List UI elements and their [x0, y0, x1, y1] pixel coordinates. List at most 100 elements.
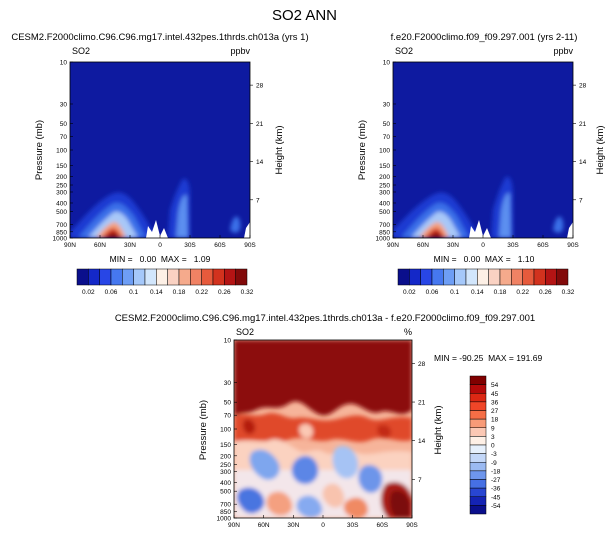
panel-right-colorbar-swatch	[533, 268, 546, 286]
panel-left-xtick-label: 60N	[94, 242, 106, 249]
panel-diff-ytick-label: 700	[220, 502, 231, 509]
panel-diff-xtick-label: 30S	[347, 522, 359, 529]
panel-left-ytick-label: 150	[56, 163, 67, 170]
panel-left-colorbar-swatch	[212, 268, 225, 286]
panel-right-colorbar	[397, 268, 569, 286]
panel-diff-stats: MIN = -90.25 MAX = 191.69	[434, 353, 542, 363]
panel-right-xtick-label: 30S	[507, 242, 519, 249]
panel-diff-colorbar-swatch	[469, 401, 487, 411]
panel-diff-colorbar-label: 3	[491, 434, 495, 441]
panel-diff-ytick-label: 300	[220, 469, 231, 476]
panel-right-xtick-label: 90N	[387, 242, 399, 249]
panel-right-xtick-label: 60N	[417, 242, 429, 249]
panel-diff-ytick-label: 100	[220, 427, 231, 434]
panel-right-colorbar-swatch	[443, 268, 455, 286]
panel-left-colorbar-swatch	[133, 268, 146, 286]
panel-right-title: f.e20.F2000climo.f09_f09.297.001 (yrs 2-…	[391, 32, 578, 43]
panel-right-ytick-label: 50	[383, 121, 391, 128]
panel-diff-xtick-label: 90S	[406, 522, 418, 529]
panel-right-xtick-label: 30N	[447, 242, 459, 249]
panel-right-colorbar-swatch	[556, 268, 569, 286]
panel-diff-colorbar-label: 9	[491, 425, 495, 432]
panel-left-variable: SO2	[72, 46, 90, 56]
panel-diff-xticks: 90N 60N 30N 0 30S 60S 90S	[228, 515, 418, 529]
panel-right-xtick-label: 90S	[567, 242, 579, 249]
panel-left-xtick-label: 90S	[244, 242, 256, 249]
panel-diff-colorbar-label: 27	[491, 408, 499, 415]
panel-left-colorbar-label: 0.1	[129, 289, 138, 296]
panel-left-units: ppbv	[230, 46, 250, 56]
panel-left-colorbar-swatch	[167, 268, 180, 286]
panel-diff-xtick-label: 90N	[228, 522, 240, 529]
panel-left-ytick-label: 50	[60, 121, 68, 128]
panel-right-colorbar-label: 0.02	[403, 289, 416, 296]
panel-diff-colorbar-label: 45	[491, 391, 499, 398]
panel-right-stats: MIN = 0.00 MAX = 1.10	[434, 254, 535, 264]
panel-right-ytick-label: 10	[383, 60, 391, 67]
panel-right-ytick-label: 150	[379, 163, 390, 170]
panel-right-colorbar-swatch	[454, 268, 467, 286]
panel-left-colorbar-swatch	[156, 268, 168, 286]
panel-right-ytick-label: 400	[379, 200, 390, 207]
panel-left-ytick-label: 850	[56, 229, 67, 236]
panel-diff-colorbar-label: 54	[491, 382, 499, 389]
panel-diff-ytick-label: 70	[224, 413, 232, 420]
panel-right-htick-label: 28	[579, 83, 587, 90]
panel-diff-ytick-label: 150	[220, 442, 231, 449]
panel-right-colorbar-swatch	[420, 268, 433, 286]
page-title: SO2 ANN	[272, 7, 337, 24]
panel-left-colorbar-swatch	[122, 268, 134, 286]
panel-right-hticks: 28 21 14 7	[573, 83, 587, 204]
panel-right-htick-label: 21	[579, 121, 587, 128]
panel-left-xtick-label: 90N	[64, 242, 76, 249]
panel-left-ylabel: Pressure (mb)	[34, 120, 45, 180]
panel-diff-ytick-label: 10	[224, 338, 232, 345]
panel-diff-ylabel-right: Height (km)	[433, 405, 444, 454]
panel-diff-colorbar-label: 0	[491, 443, 495, 450]
panel-left-colorbar-label: 0.18	[173, 289, 186, 296]
panel-right-colorbar-label: 0.1	[450, 289, 459, 296]
panel-right-ytick-label: 850	[379, 229, 390, 236]
panel-left-ytick-label: 100	[56, 148, 67, 155]
panel-right-colorbar-swatch	[511, 268, 523, 286]
panel-left-colorbar-label: 0.14	[150, 289, 163, 296]
panel-right: f.e20.F2000climo.f09_f09.297.001 (yrs 2-…	[357, 32, 606, 296]
panel-right-colorbar-label: 0.06	[426, 289, 439, 296]
panel-diff-ytick-label: 850	[220, 509, 231, 516]
panel-left-colorbar-swatch	[201, 268, 214, 286]
panel-left-hticks: 28 21 14 7	[250, 83, 264, 204]
panel-right-ylabel: Pressure (mb)	[357, 120, 368, 180]
panel-diff-ytick-label: 50	[224, 400, 232, 407]
panel-left-xtick-label: 30S	[184, 242, 196, 249]
panel-diff-colorbar-swatch	[469, 384, 487, 394]
panel-diff-title: CESM2.F2000climo.C96.C96.mg17.intel.432p…	[115, 313, 535, 324]
panel-left-ytick-label: 10	[60, 60, 68, 67]
panel-diff-colorbar-label: -54	[491, 503, 501, 510]
panel-left-ytick-label: 1000	[53, 236, 68, 243]
panel-left-xtick-label: 30N	[124, 242, 136, 249]
panel-diff-htick-label: 7	[418, 477, 422, 484]
panel-right-colorbar-swatch	[488, 268, 501, 286]
panel-diff-colorbar-label: -36	[491, 486, 501, 493]
panel-diff-colorbar-swatch	[469, 444, 487, 454]
panel-diff-htick-label: 21	[418, 400, 426, 407]
panel-diff-colorbar-label: -3	[491, 451, 497, 458]
panel-diff-hticks: 28 21 14 7	[412, 361, 426, 484]
panel-right-colorbar-swatch	[397, 268, 410, 286]
panel-right-htick-label: 7	[579, 197, 583, 204]
panel-right-ytick-label: 200	[379, 174, 390, 181]
panel-diff-colorbar-swatch	[469, 393, 487, 403]
panel-left-colorbar-swatch	[99, 268, 112, 286]
panel-diff-units: %	[404, 327, 412, 337]
panel-diff-colorbar-swatch	[469, 418, 487, 428]
panel-right-colorbar-label: 0.32	[562, 289, 575, 296]
panel-left-ytick-label: 400	[56, 200, 67, 207]
panel-right-xticks: 90N 60N 30N 0 30S 60S 90S	[387, 235, 579, 249]
panel-diff-colorbar-swatch	[469, 487, 487, 497]
panel-diff-htick-label: 14	[418, 438, 426, 445]
panel-diff-ytick-label: 30	[224, 380, 232, 387]
panel-left-colorbar-labels: 0.02 0.06 0.1 0.14 0.18 0.22 0.26 0.32	[82, 289, 254, 296]
